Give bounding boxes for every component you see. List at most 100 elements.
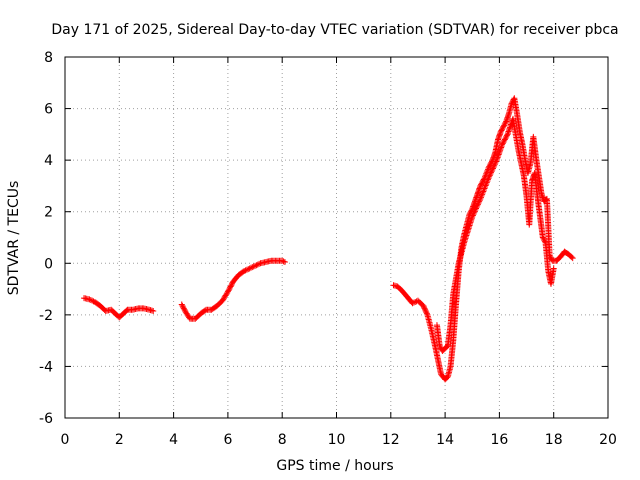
y-tick-label: 8: [44, 50, 53, 66]
data-point: [247, 264, 254, 271]
data-point: [478, 192, 485, 199]
y-tick-label: 2: [44, 205, 53, 221]
data-point: [253, 262, 260, 269]
data-point: [226, 284, 233, 291]
data-point: [508, 100, 515, 107]
data-point: [484, 178, 491, 185]
data-point: [181, 306, 188, 313]
x-axis-label: GPS time / hours: [276, 458, 393, 474]
data-point: [420, 304, 427, 311]
data-point: [499, 141, 506, 148]
data-point: [249, 264, 256, 271]
data-point: [480, 186, 487, 193]
data-point: [477, 194, 484, 201]
data-point: [279, 257, 286, 264]
data-point: [473, 204, 480, 211]
series-segment-3-lower-branch: [433, 115, 557, 354]
data-point: [243, 266, 250, 273]
data-point: [500, 139, 507, 146]
data-point: [228, 282, 235, 289]
y-tick-label: -2: [39, 308, 53, 324]
data-point: [486, 173, 493, 180]
data-point: [178, 301, 185, 308]
data-point: [281, 258, 288, 265]
data-point: [470, 211, 477, 218]
data-point: [483, 181, 490, 188]
data-point: [246, 265, 253, 272]
data-point: [469, 212, 476, 219]
data-point: [487, 171, 494, 178]
data-point: [478, 181, 485, 188]
data-point: [501, 122, 508, 129]
series-segment-2: [178, 257, 288, 322]
data-point: [437, 344, 444, 351]
data-point: [501, 121, 508, 128]
data-point: [474, 202, 481, 209]
data-point: [492, 159, 499, 166]
data-point: [227, 283, 234, 290]
chart-title: Day 171 of 2025, Sidereal Day-to-day VTE…: [51, 22, 618, 38]
data-point: [422, 306, 429, 313]
data-point: [477, 195, 484, 202]
data-point: [569, 255, 576, 262]
data-point: [501, 137, 508, 144]
data-point: [484, 176, 491, 183]
data-point: [254, 261, 261, 268]
data-point: [498, 127, 505, 134]
data-point: [482, 182, 489, 189]
y-tick-label: 6: [44, 102, 53, 118]
data-point: [224, 289, 231, 296]
data-point: [476, 197, 483, 204]
data-point: [474, 201, 481, 208]
data-point: [491, 162, 498, 169]
data-point: [539, 234, 546, 241]
data-point: [479, 179, 486, 186]
y-tick-label: -6: [39, 411, 53, 427]
y-tick-label: 4: [44, 153, 53, 169]
data-point: [541, 238, 548, 245]
x-tick-label: 8: [278, 432, 287, 448]
data-point: [488, 169, 495, 176]
x-tick-label: 16: [490, 432, 508, 448]
x-tick-labels: 0 2 4 6 8 10 12 14 16 18 20: [61, 432, 617, 448]
data-point: [86, 296, 93, 303]
data-point: [484, 166, 491, 173]
data-point: [410, 299, 417, 306]
data-point: [423, 310, 430, 317]
data-point: [422, 307, 429, 314]
data-point: [479, 189, 486, 196]
data-point: [225, 287, 232, 294]
x-tick-label: 0: [61, 432, 70, 448]
data-point: [473, 205, 480, 212]
data-point: [497, 128, 504, 135]
data-point: [550, 265, 557, 272]
data-point: [436, 342, 443, 349]
data-point: [475, 199, 482, 206]
data-point: [280, 258, 287, 265]
data-point: [502, 135, 509, 142]
data-point: [481, 185, 488, 192]
x-tick-label: 4: [169, 432, 178, 448]
data-point: [420, 302, 427, 309]
data-point: [485, 164, 492, 171]
plot-frame: [64, 56, 609, 419]
data-point: [242, 267, 249, 274]
data-point: [150, 307, 157, 314]
grid-lines: [65, 57, 608, 418]
data-point: [568, 254, 575, 261]
x-tick-label: 10: [328, 432, 346, 448]
data-point: [252, 262, 259, 269]
data-point: [486, 172, 493, 179]
data-point: [483, 179, 490, 186]
data-point: [488, 168, 495, 175]
data-point: [180, 304, 187, 311]
x-tick-label: 18: [545, 432, 563, 448]
y-axis-label: SDTVAR / TECUs: [6, 181, 22, 296]
data-point: [472, 206, 479, 213]
data-point: [540, 235, 547, 242]
x-tick-label: 14: [436, 432, 454, 448]
data-point: [491, 161, 498, 168]
data-point: [499, 140, 506, 147]
